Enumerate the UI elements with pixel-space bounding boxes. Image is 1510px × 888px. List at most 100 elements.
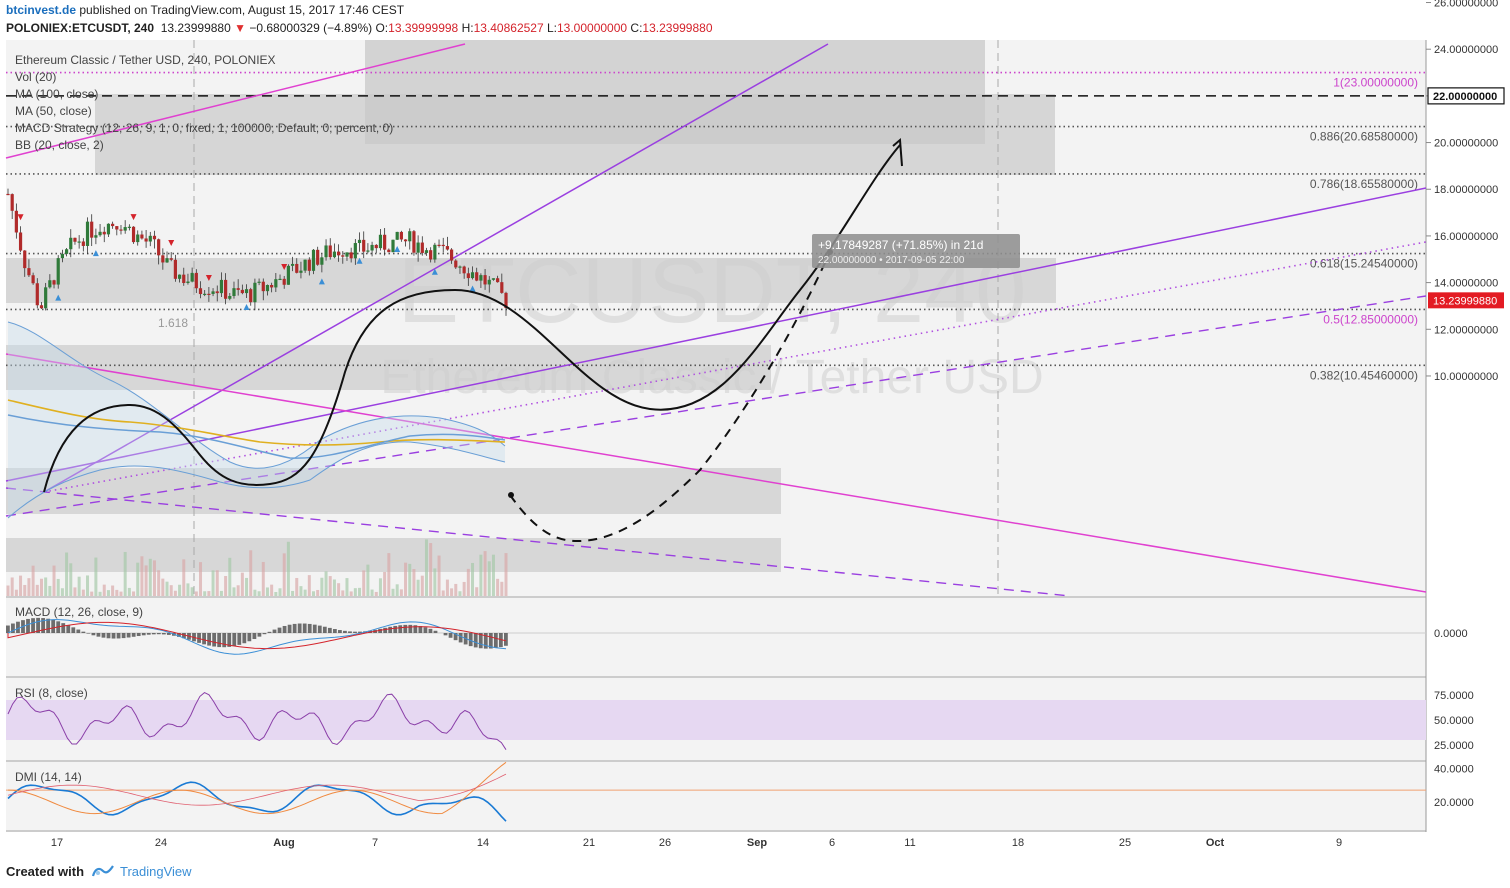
macd-histogram-bar (207, 633, 212, 646)
candle-body (224, 279, 228, 299)
candle-body (211, 291, 215, 294)
candle-body (345, 252, 349, 257)
time-tick-label: 11 (904, 837, 915, 849)
volume-bar (27, 578, 31, 596)
candle-body (341, 255, 345, 257)
zone-rect[interactable] (95, 94, 1055, 175)
volume-bar (265, 587, 269, 596)
sell-signal-arrow-icon (17, 214, 24, 221)
volume-bar (199, 562, 203, 596)
candle-body (39, 305, 44, 309)
macd-histogram-bar (332, 629, 337, 633)
site-name[interactable]: btcinvest.de (6, 3, 77, 17)
volume-bar (194, 591, 198, 596)
candle-body (232, 288, 236, 297)
macd-pane[interactable]: 0.0000 (6, 617, 1468, 655)
volume-bar (307, 575, 311, 596)
close-value: 13.23999880 (642, 21, 713, 35)
volume-bar (90, 591, 94, 596)
candle-body (90, 221, 94, 238)
buy-signal-arrow-icon (431, 268, 438, 275)
rsi-pane[interactable]: 25.0000 50.0000 75.0000 (6, 690, 1474, 752)
rsi-title: RSI (8, close) (15, 686, 88, 700)
volume-bar (182, 559, 186, 596)
candle-body (462, 266, 466, 274)
zone-rect[interactable] (6, 345, 771, 390)
volume-bar (261, 561, 265, 596)
macd-histogram-bar (131, 633, 136, 637)
volume-bar (479, 554, 483, 596)
tradingview-brand[interactable]: TradingView (120, 863, 192, 879)
candle-body (278, 278, 282, 281)
dmi-pane[interactable]: 20.0000 40.0000 (6, 761, 1474, 822)
volume-bars (6, 539, 508, 596)
candle-body (98, 231, 102, 236)
rsi-tick-label: 25.0000 (1434, 740, 1474, 752)
projection-start-point (508, 492, 514, 498)
candle-body (487, 279, 491, 285)
rsi-tick-label: 50.0000 (1434, 715, 1474, 727)
legend-bb[interactable]: BB (20, close, 2) (15, 138, 104, 152)
volume-bar (10, 577, 14, 596)
candle-body (366, 250, 370, 252)
volume-bar (253, 589, 257, 596)
volume-bar (94, 557, 98, 596)
time-axis[interactable]: 17 24 Aug 7 14 21 26 Sep 6 11 18 25 Oct 9 (51, 837, 1342, 849)
candle-body (6, 193, 10, 196)
volume-bar (466, 568, 470, 596)
trend-line[interactable] (5, 43, 466, 159)
candle-body (190, 272, 194, 282)
dashed-projection-curve[interactable] (509, 251, 831, 543)
projection-curve[interactable] (43, 144, 901, 493)
macd-histogram-bar (81, 631, 86, 633)
candle-body (31, 275, 35, 284)
candle-body (44, 287, 48, 309)
candle-body (131, 226, 136, 243)
measure-sub-text: 22.00000000 • 2017-09-05 22:00 (818, 255, 965, 266)
trend-line[interactable] (5, 353, 1427, 593)
macd-histogram-bar (302, 623, 307, 633)
macd-histogram-bar (358, 631, 362, 633)
macd-histogram-bar (156, 633, 161, 635)
legend-macd-strategy[interactable]: MACD Strategy (12, 26, 9, 1, 0, fixed, 1… (15, 121, 394, 135)
volume-bar (366, 564, 370, 596)
rsi-tick-label: 75.0000 (1434, 690, 1474, 702)
candle-body (441, 244, 445, 247)
zone-rect[interactable] (6, 538, 781, 572)
legend-vol[interactable]: Vol (20) (15, 70, 57, 84)
volume-bar (23, 584, 27, 596)
candle-body (161, 255, 165, 263)
candle-body (504, 292, 508, 309)
candle-body (14, 210, 18, 233)
dashed-trend-line[interactable] (5, 295, 1427, 517)
ma-line (7, 414, 506, 459)
volume-bar (299, 586, 303, 596)
candle-body (311, 249, 316, 271)
dashed-trend-line[interactable] (5, 487, 1071, 597)
volume-bar (291, 590, 295, 596)
candle-body (496, 278, 500, 283)
candle-body (349, 252, 353, 259)
channel-line[interactable] (43, 43, 829, 493)
candle-body (177, 274, 182, 279)
volume-bar (416, 579, 420, 596)
candle-body (466, 273, 470, 279)
candle-body (299, 270, 303, 273)
legend-ma50[interactable]: MA (50, close) (15, 104, 92, 118)
legend-ma100[interactable]: MA (100, close) (15, 87, 99, 101)
chart-area[interactable]: ETCUSDT, 240 Ethereum Classic / Tether U… (0, 0, 1510, 855)
macd-histogram-bar (252, 633, 257, 640)
candle-body (491, 278, 496, 280)
price-axis[interactable]: 10.00000000 12.00000000 14.00000000 16.0000… (1426, 0, 1498, 383)
volume-bar (311, 591, 315, 596)
candle-body (416, 242, 420, 253)
macd-histogram-bar (96, 633, 101, 637)
macd-histogram-bar (101, 633, 106, 638)
channel-line[interactable] (5, 187, 1427, 482)
volume-bar (433, 568, 437, 596)
volume-bar (165, 581, 169, 596)
candle-body (483, 275, 487, 285)
macd-histogram-bar (91, 633, 96, 636)
zone-rect[interactable] (6, 468, 781, 514)
volume-bar (483, 551, 487, 596)
